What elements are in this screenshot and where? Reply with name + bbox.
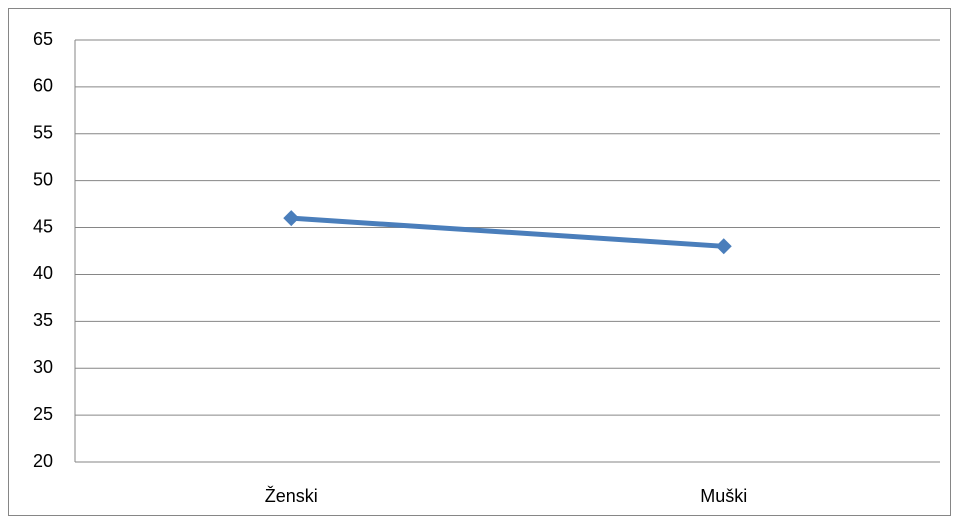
y-tick-label: 25 [33, 404, 53, 424]
y-tick-label: 30 [33, 357, 53, 377]
y-tick-label: 45 [33, 216, 53, 236]
y-tick-label: 35 [33, 310, 53, 330]
y-tick-label: 55 [33, 123, 53, 143]
chart-border [8, 8, 951, 516]
y-tick-label: 50 [33, 169, 53, 189]
line-marker [283, 210, 300, 227]
x-tick-label: Muški [700, 486, 747, 506]
x-tick-label: Ženski [265, 486, 318, 506]
line-series [291, 215, 724, 249]
line-marker [715, 238, 732, 255]
y-tick-label: 60 [33, 76, 53, 96]
y-tick-label: 40 [33, 263, 53, 283]
y-tick-label: 65 [33, 29, 53, 49]
y-tick-label: 20 [33, 451, 53, 471]
